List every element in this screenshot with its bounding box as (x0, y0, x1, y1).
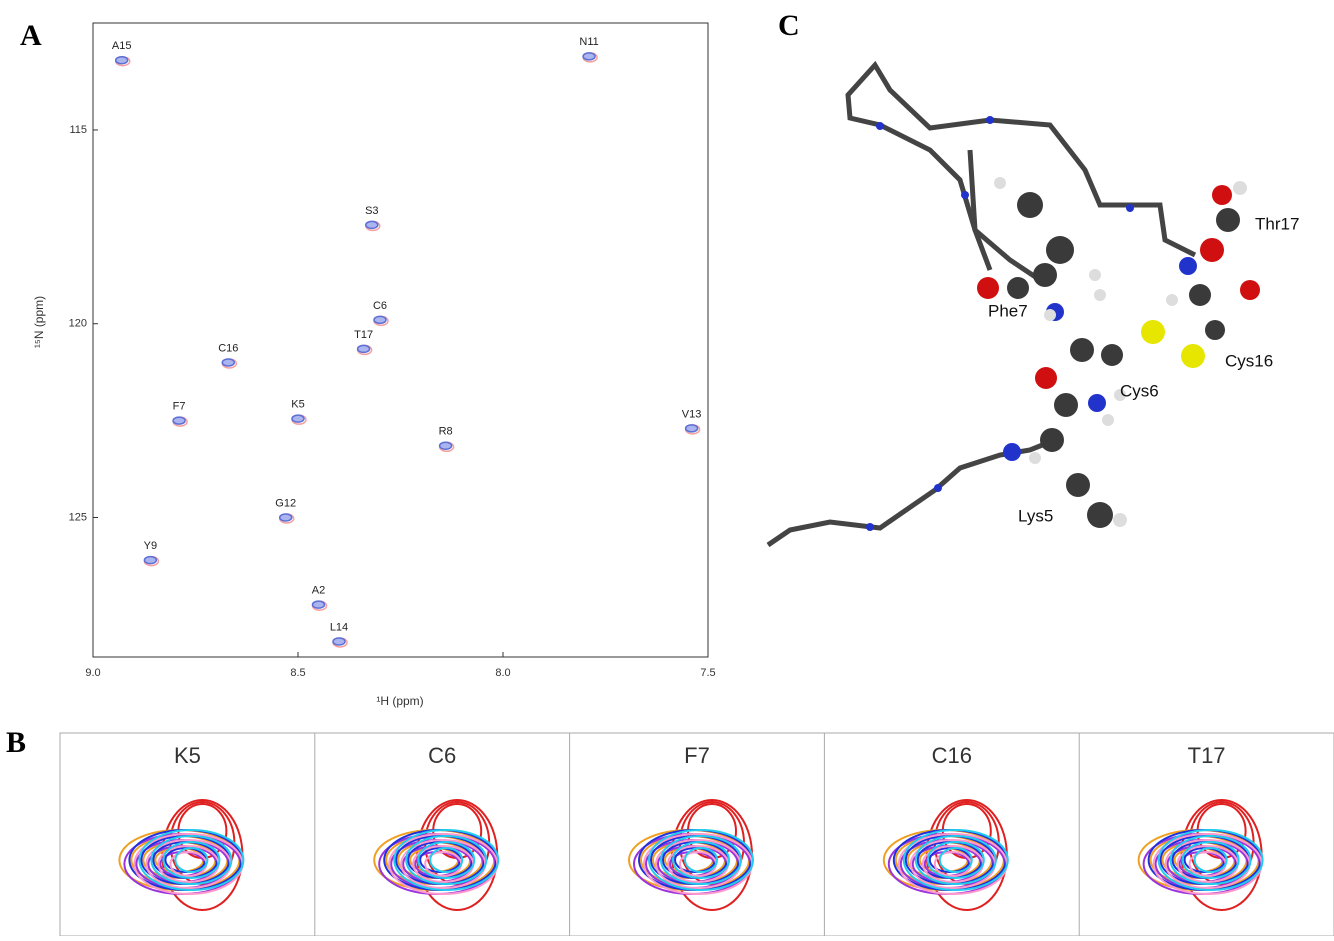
peak (173, 417, 185, 424)
peak (583, 53, 595, 60)
contours (374, 800, 498, 910)
peak-label: G12 (275, 497, 296, 509)
x-tick-label: 8.5 (290, 667, 305, 679)
contours (1139, 800, 1263, 910)
x-axis-title: ¹H (ppm) (376, 694, 423, 708)
peak (358, 345, 370, 352)
figure: A B C ¹H (ppm) ¹⁵N (ppm) Thr17 Phe7 Cys1… (0, 0, 1334, 936)
peak-label: K5 (291, 399, 304, 411)
structure-label: Thr17 (1255, 214, 1299, 233)
peak (374, 316, 386, 323)
contour-label: K5 (174, 743, 201, 768)
peak (333, 638, 345, 645)
contour-label: C6 (428, 743, 456, 768)
y-tick-label: 120 (69, 318, 87, 330)
contour-label: C16 (932, 743, 972, 768)
structure-label: Phe7 (988, 301, 1028, 320)
peak-label: A15 (112, 40, 132, 52)
contour-label: T17 (1188, 743, 1226, 768)
peak-label: A2 (312, 585, 325, 597)
peak (222, 359, 234, 366)
plot-frame (93, 23, 708, 657)
peak-label: N11 (579, 36, 598, 48)
peak-label: S3 (365, 205, 378, 217)
peak-label: L14 (330, 621, 348, 633)
peak (116, 57, 128, 64)
contour-label: F7 (684, 743, 710, 768)
backbone (848, 65, 1195, 280)
peak (292, 415, 304, 422)
contours (629, 800, 753, 910)
peak (313, 601, 325, 608)
s-atoms (1141, 320, 1205, 368)
structure-label: Cys6 (1120, 381, 1159, 400)
peak (280, 514, 292, 521)
peak (686, 425, 698, 432)
peak (440, 442, 452, 449)
peak-label: F7 (173, 401, 186, 413)
x-tick-label: 7.5 (700, 667, 715, 679)
structure-label: Lys5 (1018, 506, 1053, 525)
peak-label: R8 (439, 426, 453, 438)
y-tick-label: 115 (69, 124, 87, 136)
peak-label: V13 (682, 408, 702, 420)
x-tick-label: 9.0 (85, 667, 100, 679)
panel-letter: A (20, 19, 42, 52)
x-tick-label: 8.0 (495, 667, 510, 679)
contours (884, 800, 1008, 910)
y-tick-label: 125 (69, 511, 87, 523)
backbone (970, 150, 990, 270)
structure-label: Cys16 (1225, 351, 1273, 370)
peak (366, 221, 378, 228)
peak-label: C16 (218, 342, 238, 354)
y-axis-title: ¹⁵N (ppm) (32, 296, 46, 348)
peak-label: C6 (373, 300, 387, 312)
peak-label: Y9 (144, 540, 157, 552)
peak (144, 557, 156, 564)
panel-letter: C (778, 9, 800, 42)
peak-label: T17 (354, 329, 373, 341)
panel-letter: B (6, 726, 26, 759)
contours (119, 800, 243, 910)
structure: Thr17 Phe7 Cys16 Cys6 Lys5 (768, 65, 1299, 545)
